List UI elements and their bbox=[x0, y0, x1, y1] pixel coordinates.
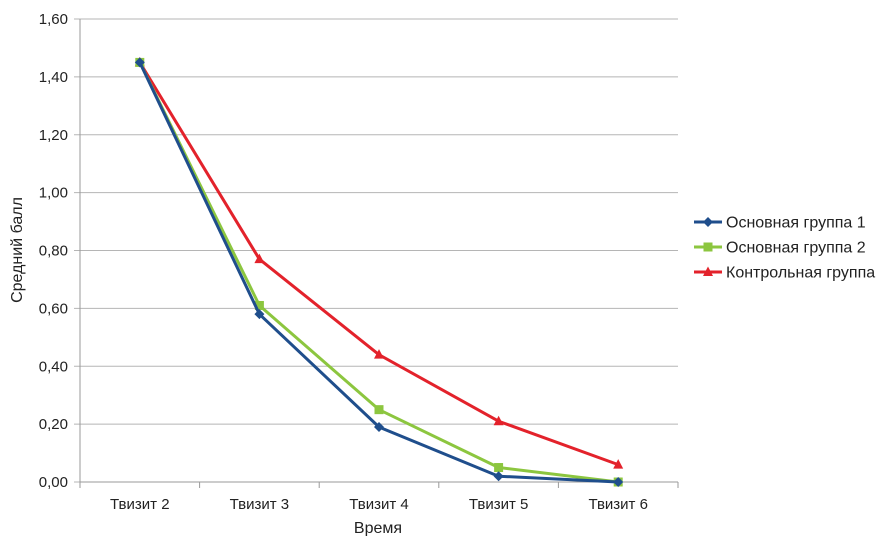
legend-label: Контрольная группа bbox=[726, 265, 875, 282]
x-tick-label: Твизит 4 bbox=[349, 496, 409, 513]
legend-item: Основная группа 2 bbox=[694, 240, 866, 257]
y-tick-label: 0,00 bbox=[39, 474, 68, 491]
y-tick-label: 1,00 bbox=[39, 185, 68, 202]
y-tick-label: 1,60 bbox=[39, 11, 68, 28]
data-point bbox=[254, 253, 265, 264]
data-point bbox=[494, 463, 504, 473]
legend-marker bbox=[703, 266, 713, 276]
data-point bbox=[374, 349, 384, 359]
x-tick-label: Твизит 6 bbox=[588, 496, 648, 513]
y-axis-ticks: 0,00 0,20 0,40 0,60 0,80 1,00 1,20 1,40 1,60 bbox=[39, 11, 68, 491]
series-line bbox=[138, 61, 619, 484]
data-point bbox=[613, 477, 624, 487]
y-tick-label: 0,40 bbox=[39, 358, 68, 375]
y-tick-label: 0,20 bbox=[39, 416, 68, 433]
x-tick-label: Твизит 5 bbox=[469, 496, 529, 513]
legend-item: Основная группа 1 bbox=[694, 215, 866, 232]
series-group bbox=[134, 56, 624, 487]
series-1 bbox=[134, 57, 624, 487]
y-tick-label: 1,20 bbox=[39, 127, 68, 144]
series-line bbox=[138, 61, 619, 467]
data-point bbox=[254, 309, 265, 320]
x-tick-label: Твизит 2 bbox=[110, 496, 170, 513]
data-point bbox=[374, 422, 384, 433]
data-point bbox=[374, 405, 384, 415]
x-axis-ticks: Твизит 2 Твизит 3 Твизит 4 Твизит 5 Твизит 6 bbox=[79, 482, 679, 513]
data-point bbox=[254, 300, 264, 310]
y-tick-label: 0,60 bbox=[39, 300, 68, 317]
legend-marker bbox=[703, 217, 713, 227]
legend-label: Основная группа 1 bbox=[726, 215, 866, 232]
x-tick-label: Твизит 3 bbox=[230, 496, 290, 513]
x-axis-title: Время bbox=[354, 520, 402, 536]
y-tick-label: 1,40 bbox=[39, 69, 68, 86]
y-tick-label: 0,80 bbox=[39, 243, 68, 260]
series-line bbox=[138, 61, 619, 484]
legend-marker bbox=[703, 242, 713, 252]
legend-label: Основная группа 2 bbox=[726, 240, 866, 257]
data-point bbox=[134, 57, 145, 68]
data-point bbox=[493, 415, 504, 426]
legend-item: Контрольная группа bbox=[694, 265, 875, 282]
legend: Основная группа 1 Основная группа 2 Контро… bbox=[694, 215, 875, 282]
data-point bbox=[613, 459, 624, 469]
data-point bbox=[493, 471, 504, 482]
y-axis-title: Средний балл bbox=[9, 197, 26, 303]
